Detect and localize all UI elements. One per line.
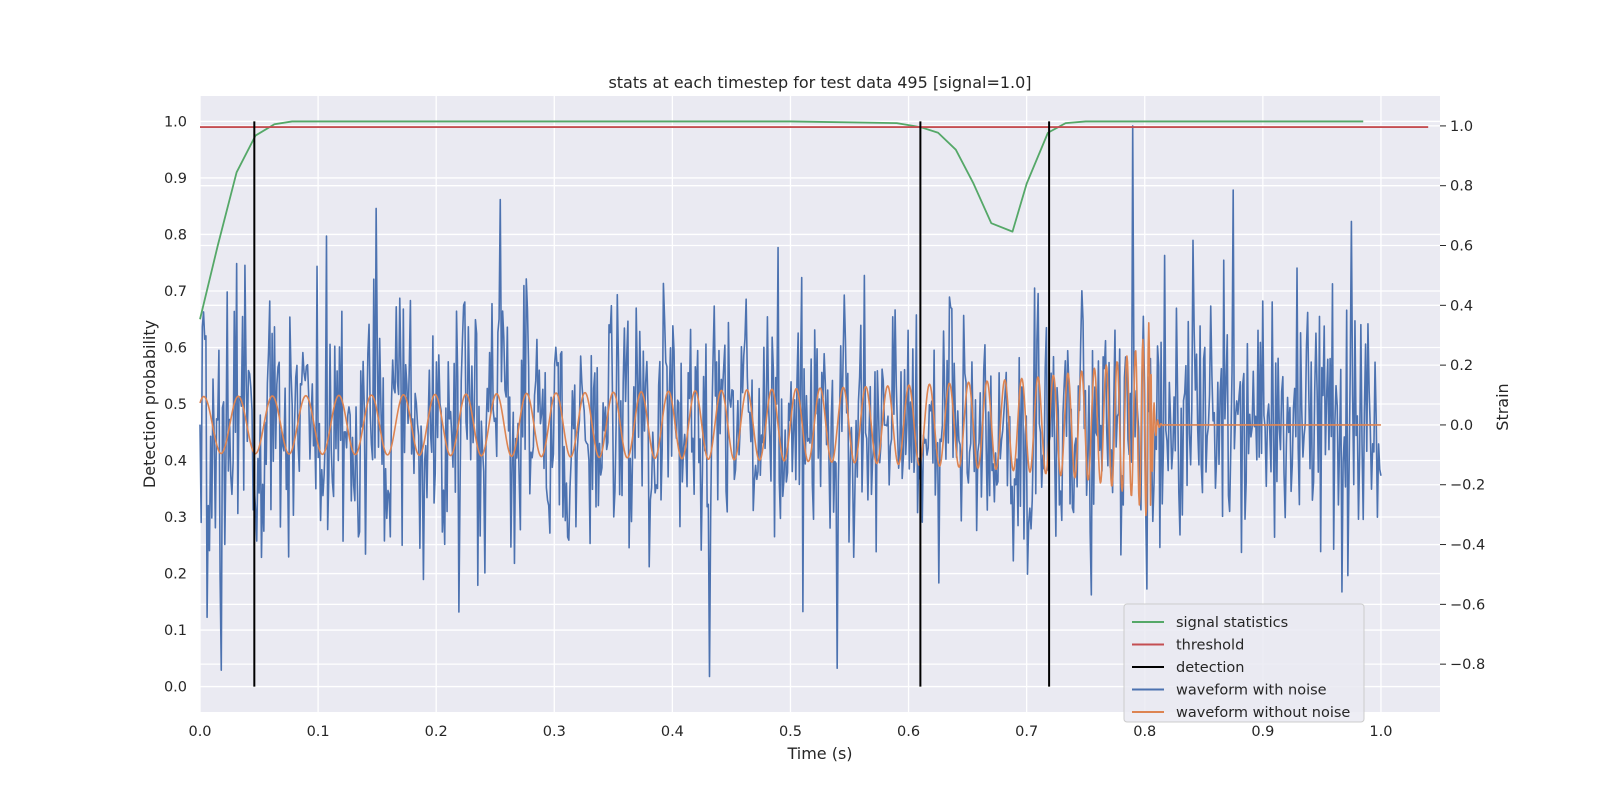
legend-label: waveform without noise	[1176, 705, 1350, 721]
legend-label: signal statistics	[1176, 615, 1288, 631]
y-left-tick-label: 0.5	[164, 397, 187, 413]
x-tick-label: 0.0	[188, 724, 211, 740]
series-waveform-without-noise	[199, 322, 1382, 517]
legend-box	[1123, 603, 1365, 723]
x-axis-label: Time (s)	[786, 744, 852, 763]
y-right-tick-label: −0.2	[1450, 478, 1485, 494]
y-right-axis-label: Strain	[1493, 383, 1512, 430]
legend-label: detection	[1176, 660, 1244, 676]
x-tick-label: 0.6	[897, 724, 920, 740]
x-tick-label: 0.7	[1015, 724, 1038, 740]
y-left-tick-label: 0.9	[164, 171, 187, 187]
x-axis-ticks: 0.0 0.1 0.2 0.3 0.4 0.5 0.6 0.7 0.8 0.9 1.0	[188, 724, 1392, 740]
chart-title: stats at each timestep for test data 495…	[608, 73, 1031, 92]
y-right-tick-label: 0.8	[1450, 179, 1473, 195]
series-waveform-with-noise	[199, 125, 1382, 678]
legend-label: threshold	[1176, 638, 1244, 654]
x-tick-label: 1.0	[1369, 724, 1392, 740]
legend: signal statistics threshold detection wavef…	[1123, 603, 1365, 723]
x-tick-label: 0.2	[425, 724, 448, 740]
y-right-tick-label: −0.6	[1450, 597, 1485, 613]
legend-label: waveform with noise	[1176, 683, 1327, 699]
x-tick-label: 0.4	[661, 724, 684, 740]
y-left-tick-label: 0.8	[164, 227, 187, 243]
y-right-tick-label: 0.4	[1450, 298, 1473, 314]
y-left-tick-label: 0.1	[164, 623, 187, 639]
series-detection	[253, 121, 1051, 687]
y-left-tick-label: 0.4	[164, 454, 187, 470]
y-left-axis-ticks: 0.0 0.1 0.2 0.3 0.4 0.5 0.6 0.7 0.8 0.9 1.0	[164, 114, 187, 695]
waveform-with-noise-line	[199, 125, 1382, 678]
waveform-without-noise-line	[199, 322, 1382, 517]
y-right-axis-ticks: −0.8 −0.6 −0.4 −0.2 0.0 0.2 0.4 0.6 0.8 1.0	[1440, 119, 1485, 673]
y-right-tick-label: 0.0	[1450, 418, 1473, 434]
x-tick-label: 0.1	[307, 724, 330, 740]
y-right-tick-label: 0.2	[1450, 358, 1473, 374]
signal-statistics-line	[199, 120, 1364, 320]
x-tick-label: 0.5	[779, 724, 802, 740]
y-left-tick-label: 0.3	[164, 510, 187, 526]
series-signal-statistics	[199, 120, 1364, 320]
y-right-tick-label: −0.4	[1450, 538, 1485, 554]
y-left-tick-label: 1.0	[164, 114, 187, 130]
y-right-tick-label: 0.6	[1450, 239, 1473, 255]
x-tick-label: 0.8	[1133, 724, 1156, 740]
x-tick-label: 0.3	[543, 724, 566, 740]
x-tick-label: 0.9	[1251, 724, 1274, 740]
y-left-axis-label: Detection probability	[140, 320, 159, 488]
y-left-tick-label: 0.6	[164, 340, 187, 356]
y-left-tick-label: 0.2	[164, 567, 187, 583]
y-left-tick-label: 0.0	[164, 680, 187, 696]
y-right-tick-label: 1.0	[1450, 119, 1473, 135]
y-right-tick-label: −0.8	[1450, 657, 1485, 673]
y-left-tick-label: 0.7	[164, 284, 187, 300]
